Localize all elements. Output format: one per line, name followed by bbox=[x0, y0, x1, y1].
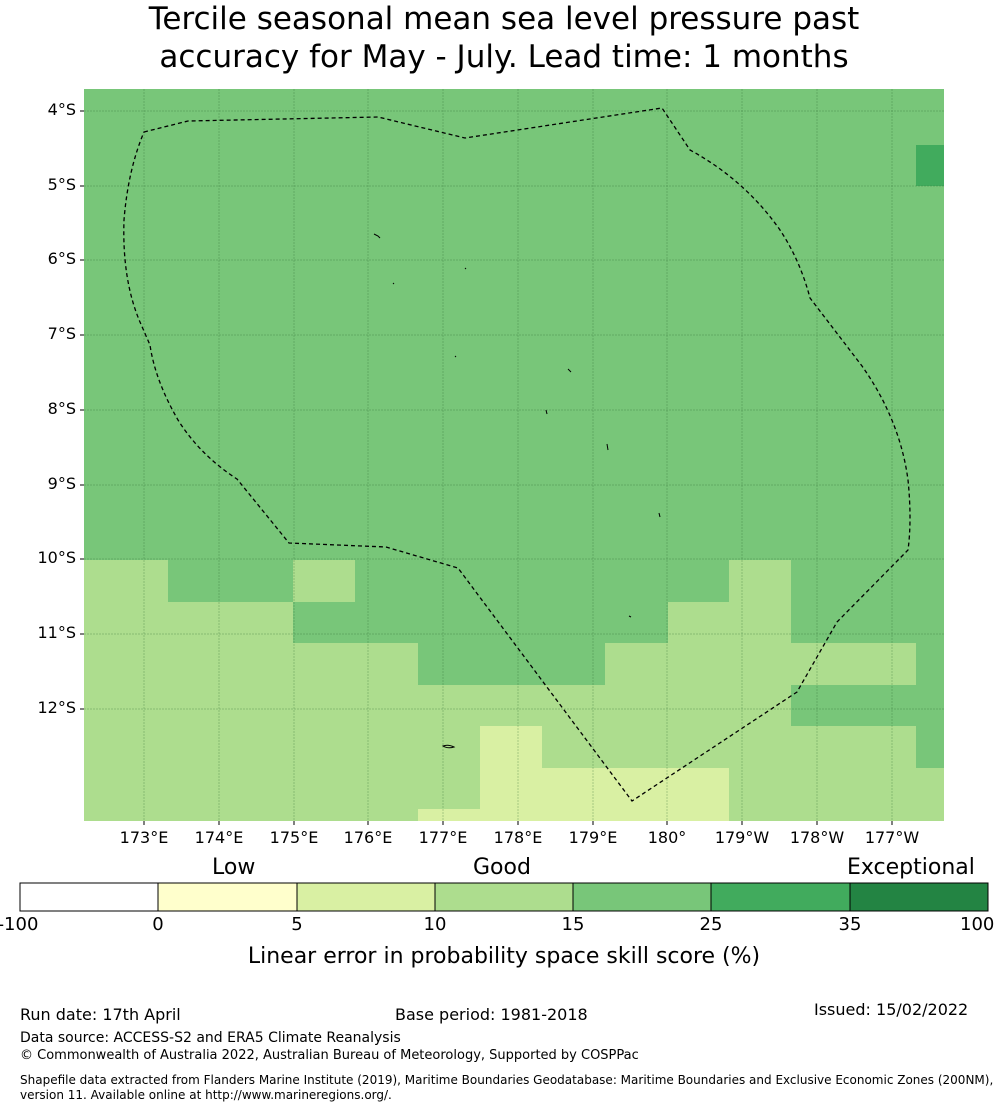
lat-label-4s: 4°S bbox=[47, 100, 76, 119]
shapefile-credit: Shapefile data extracted from Flanders M… bbox=[20, 1073, 1005, 1103]
skill-grid-cells bbox=[84, 89, 944, 821]
colorbar-segment-3 bbox=[435, 883, 573, 911]
eez-boundary bbox=[123, 107, 911, 802]
issued-date: Issued: 15/02/2022 bbox=[814, 1000, 969, 1019]
colorbar-tick-0: 0 bbox=[152, 914, 164, 935]
colorbar-tick-10: 10 bbox=[423, 914, 447, 935]
colorbar bbox=[19, 882, 989, 912]
lat-label-7s: 7°S bbox=[47, 324, 76, 343]
title-line-1: Tercile seasonal mean sea level pressure… bbox=[148, 1, 860, 37]
lat-label-10s: 10°S bbox=[37, 548, 76, 567]
colorbar-title: Linear error in probability space skill … bbox=[247, 944, 761, 969]
copyright: © Commonwealth of Australia 2022, Austra… bbox=[20, 1048, 639, 1063]
category-exceptional: Exceptional bbox=[847, 855, 975, 880]
category-low: Low bbox=[212, 855, 256, 880]
colorbar-tick-15: 15 bbox=[561, 914, 585, 935]
shapefile-credit-line-2: version 11. Available online at http://w… bbox=[20, 1088, 392, 1102]
title-line-2: accuracy for May - July. Lead time: 1 mo… bbox=[159, 39, 849, 75]
axis-ticks bbox=[80, 110, 893, 825]
colorbar-tick-minus100: -100 bbox=[0, 914, 39, 935]
lat-label-6s: 6°S bbox=[47, 249, 76, 268]
colorbar-segment-6 bbox=[850, 883, 988, 911]
islands bbox=[373, 233, 661, 749]
colorbar-segment-2 bbox=[297, 883, 435, 911]
lon-label-177w: 177°W bbox=[864, 828, 920, 847]
colorbar-tick-35: 35 bbox=[838, 914, 862, 935]
colorbar-segment-0 bbox=[20, 883, 158, 911]
colorbar-tick-100: 100 bbox=[960, 914, 995, 935]
lat-label-8s: 8°S bbox=[47, 399, 76, 418]
lon-label-175e: 175°E bbox=[269, 828, 319, 847]
chart-title: Tercile seasonal mean sea level pressure… bbox=[0, 0, 1008, 76]
colorbar-segment-4 bbox=[573, 883, 711, 911]
lat-label-5s: 5°S bbox=[47, 175, 76, 194]
map-gridlines bbox=[84, 89, 944, 821]
lat-label-11s: 11°S bbox=[37, 623, 76, 642]
category-good: Good bbox=[473, 855, 531, 880]
base-period: Base period: 1981-2018 bbox=[395, 1005, 588, 1024]
lon-label-173e: 173°E bbox=[119, 828, 169, 847]
lon-label-180: 180° bbox=[647, 828, 687, 847]
colorbar-tick-5: 5 bbox=[291, 914, 303, 935]
shapefile-credit-line-1: Shapefile data extracted from Flanders M… bbox=[20, 1073, 994, 1087]
lat-label-9s: 9°S bbox=[47, 474, 76, 493]
lon-label-177e: 177°E bbox=[418, 828, 468, 847]
colorbar-segment-1 bbox=[158, 883, 297, 911]
lon-label-178e: 178°E bbox=[493, 828, 543, 847]
lon-label-179w: 179°W bbox=[714, 828, 770, 847]
lat-label-12s: 12°S bbox=[37, 698, 76, 717]
colorbar-tick-25: 25 bbox=[699, 914, 723, 935]
lon-label-174e: 174°E bbox=[194, 828, 244, 847]
lon-label-179e: 179°E bbox=[568, 828, 618, 847]
lon-label-178w: 178°W bbox=[789, 828, 845, 847]
colorbar-segment-5 bbox=[711, 883, 850, 911]
run-date: Run date: 17th April bbox=[20, 1005, 181, 1024]
data-source: Data source: ACCESS-S2 and ERA5 Climate … bbox=[20, 1030, 401, 1046]
lon-label-176e: 176°E bbox=[343, 828, 393, 847]
